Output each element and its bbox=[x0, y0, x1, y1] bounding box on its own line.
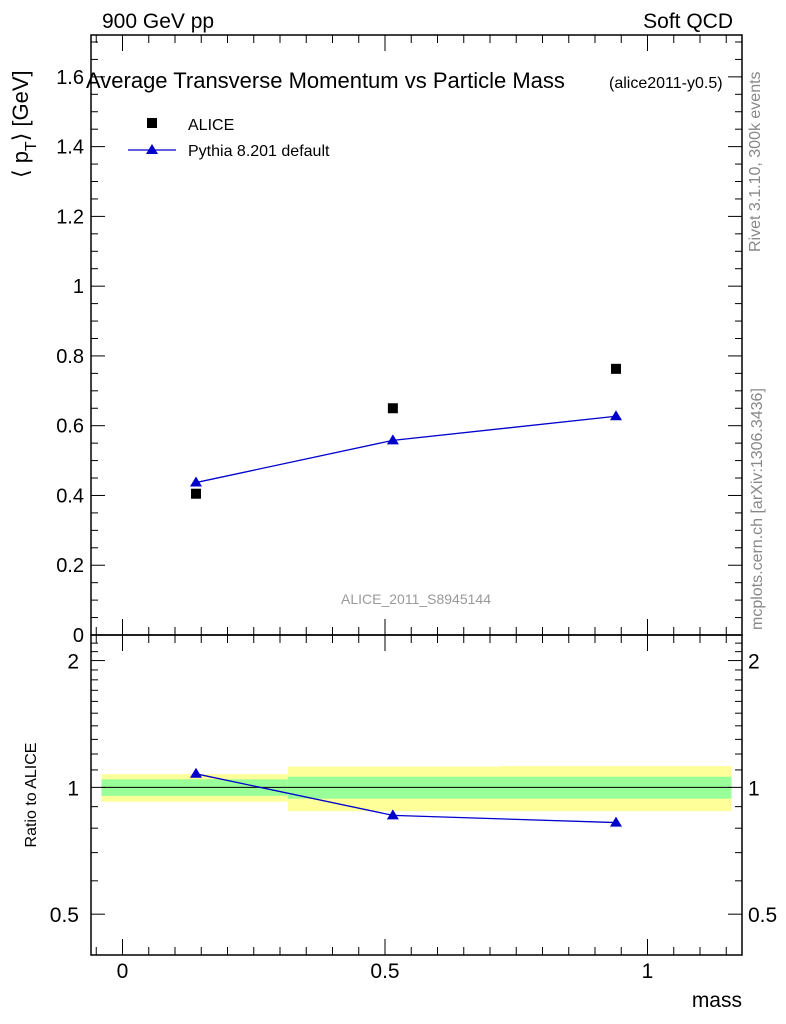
header-right: Soft QCD bbox=[643, 10, 733, 33]
alice-point bbox=[191, 488, 201, 499]
main-y-tick-label: 0.4 bbox=[56, 485, 84, 507]
x-tick-label: 1 bbox=[642, 960, 654, 983]
main-axis-ticks: 0 0.2 0.4 0.6 0.8 1 1.2 1.4 1.6 bbox=[56, 35, 742, 647]
y-axis-label-sub: T bbox=[23, 141, 40, 151]
ratio-y-tick-label: 0.5 bbox=[50, 904, 79, 927]
y-axis-label-unit: ⟩ [GeV] bbox=[8, 70, 33, 141]
main-y-tick-label: 0.2 bbox=[56, 555, 84, 577]
x-axis-title: mass bbox=[692, 989, 742, 1012]
legend-label-pythia: Pythia 8.201 default bbox=[188, 143, 330, 160]
pythia-line bbox=[195, 415, 617, 484]
ratio-pythia-point bbox=[610, 816, 622, 827]
ratio-plot-frame bbox=[90, 634, 743, 956]
main-title: Average Transverse Momentum vs Particle … bbox=[86, 68, 565, 93]
x-tick-label: 0 bbox=[117, 960, 129, 983]
ratio-y-tick-label-right: 1 bbox=[748, 777, 760, 800]
main-subtitle: (alice2011-y0.5) bbox=[609, 75, 723, 92]
watermark: ALICE_2011_S8945144 bbox=[341, 591, 491, 607]
main-y-tick-label: 1 bbox=[73, 276, 84, 298]
alice-point bbox=[387, 403, 398, 414]
ratio-pythia-point bbox=[386, 809, 399, 820]
ratio-y-tick-label: 1 bbox=[67, 777, 79, 800]
ratio-panel: 0.5 0.5 1 1 2 2 0 0.5 1 Ratio to ALICE mass bbox=[23, 634, 777, 1012]
main-y-axis-title: ⟨ pT⟩ [GeV] bbox=[8, 70, 40, 178]
main-panel: 0 0.2 0.4 0.6 0.8 1 1.2 1.4 1.6 Average Transver… bbox=[8, 34, 743, 647]
mcplots-label: mcplots.cern.ch [arXiv:1306.3436] bbox=[749, 388, 766, 630]
ratio-pythia-point bbox=[190, 767, 202, 778]
main-y-tick-label: 1.4 bbox=[56, 137, 84, 159]
pythia-point bbox=[610, 410, 622, 421]
legend-marker-alice bbox=[147, 118, 157, 128]
main-y-tick-label: 0.8 bbox=[56, 346, 84, 368]
alice-point bbox=[611, 363, 621, 374]
ratio-y-tick-label-right: 2 bbox=[748, 651, 760, 674]
legend-label-alice: ALICE bbox=[188, 117, 234, 134]
legend: ALICE Pythia 8.201 default bbox=[128, 117, 330, 160]
rivet-label: Rivet 3.1.10, 300k events bbox=[747, 71, 764, 252]
ratio-y-tick-label: 2 bbox=[67, 651, 79, 674]
header-left: 900 GeV pp bbox=[102, 10, 214, 33]
main-y-tick-label: 1.6 bbox=[56, 67, 84, 89]
pythia-point bbox=[190, 476, 202, 487]
main-y-tick-label: 0.6 bbox=[56, 416, 84, 438]
main-y-tick-label: 1.2 bbox=[56, 206, 84, 228]
ratio-data-marks bbox=[190, 767, 622, 827]
x-tick-label: 0.5 bbox=[370, 960, 399, 983]
ratio-y-axis-title: Ratio to ALICE bbox=[23, 743, 40, 848]
y-axis-label: ⟨ p bbox=[8, 151, 33, 178]
main-data-marks bbox=[190, 363, 622, 499]
svg-text:⟨ pT⟩ [GeV]: ⟨ pT⟩ [GeV] bbox=[8, 70, 40, 178]
pythia-point bbox=[386, 434, 399, 445]
ratio-uncertainty-bands bbox=[101, 766, 732, 812]
legend-marker-pythia bbox=[146, 144, 158, 154]
ratio-axis-ticks: 0.5 0.5 1 1 2 2 0 0.5 1 bbox=[50, 635, 777, 983]
ratio-y-tick-label-right: 0.5 bbox=[748, 904, 777, 927]
main-y-tick-label: 0 bbox=[73, 625, 84, 647]
